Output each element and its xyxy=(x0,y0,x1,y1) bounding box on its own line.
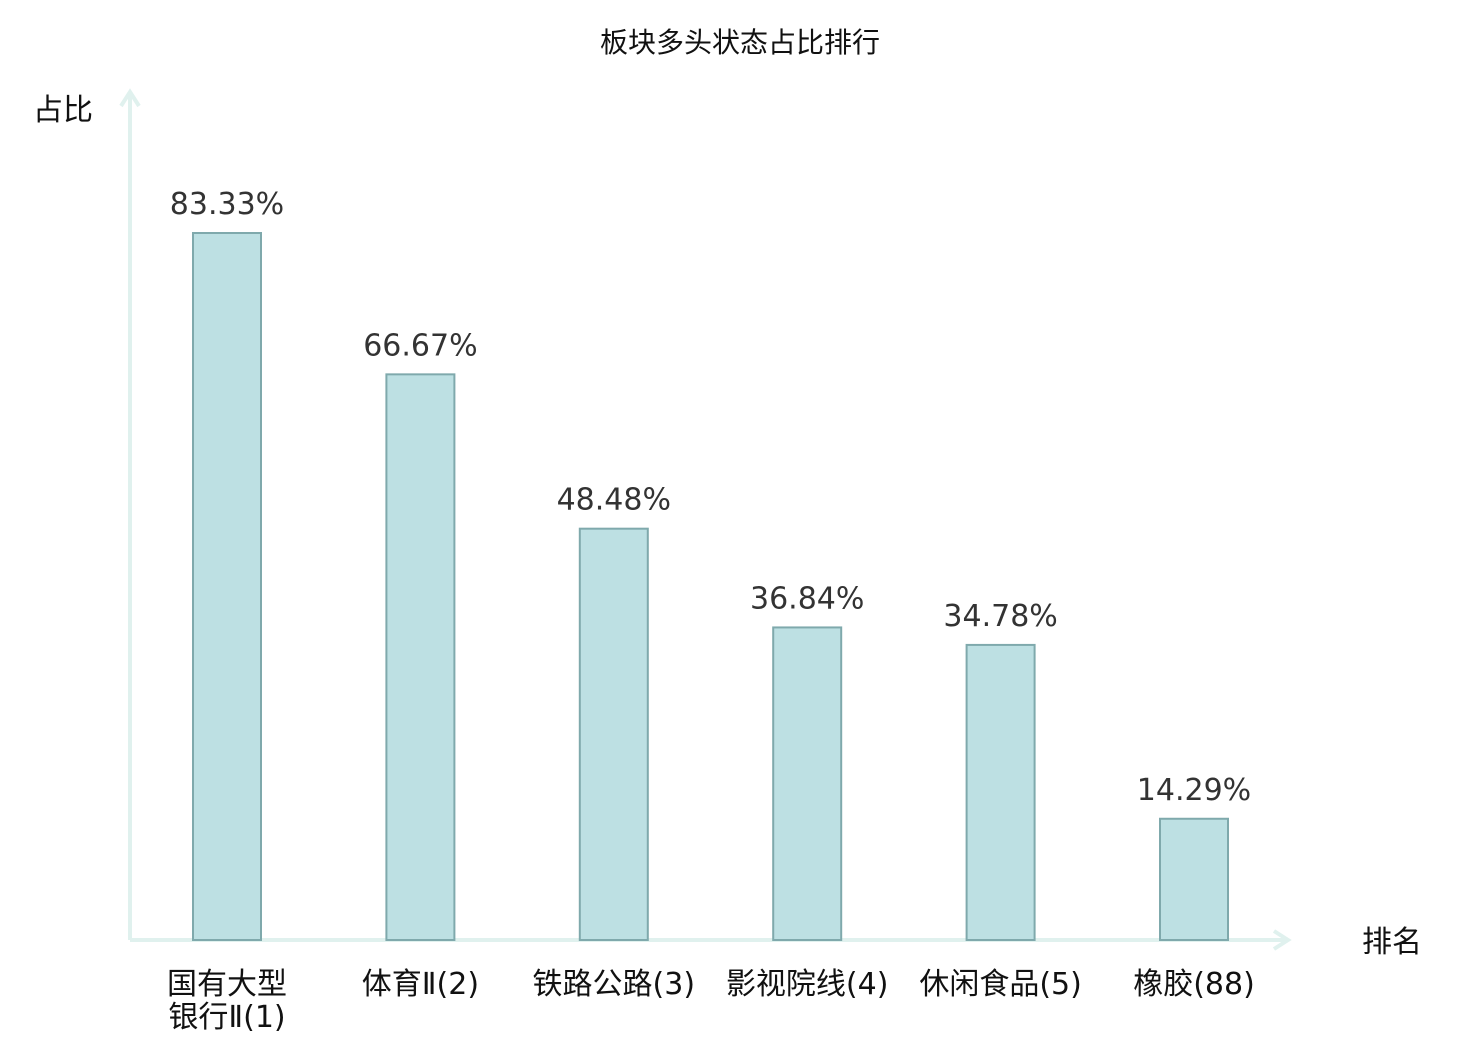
bars-group xyxy=(192,232,1229,941)
category-label-line: 橡胶(88) xyxy=(1133,967,1255,1002)
category-label-4: 影视院线(4) xyxy=(726,967,889,1002)
category-label-2: 体育Ⅱ(2) xyxy=(362,967,479,1002)
value-label-5: 34.78% xyxy=(943,599,1057,634)
x-axis-arrow xyxy=(1272,929,1292,951)
y-axis xyxy=(119,88,141,940)
bar-1 xyxy=(192,232,262,941)
category-label-line: 国有大型 xyxy=(167,967,287,1002)
x-axis-label: 排名 xyxy=(1362,925,1422,960)
category-label-6: 橡胶(88) xyxy=(1133,967,1255,1002)
bar-2 xyxy=(385,373,456,941)
bar-3 xyxy=(578,527,649,941)
chart-title: 板块多头状态占比排行 xyxy=(600,26,880,59)
category-label-5: 休闲食品(5) xyxy=(919,967,1082,1002)
value-label-2: 66.67% xyxy=(363,328,477,363)
category-labels-group: 国有大型银行Ⅱ(1) 体育Ⅱ(2) 铁路公路(3) 影视院线(4) 休闲食品(5) 橡胶(… xyxy=(167,967,1255,1035)
category-label-1: 国有大型银行Ⅱ(1) xyxy=(167,967,287,1035)
value-labels-group: 83.33% 66.67% 48.48% 36.84% 34.78% 14.29% xyxy=(170,187,1251,808)
value-label-4: 36.84% xyxy=(750,581,864,616)
category-label-3: 铁路公路(3) xyxy=(533,967,696,1002)
category-label-line: 体育Ⅱ(2) xyxy=(362,967,479,1002)
bar-5 xyxy=(965,643,1036,941)
x-axis xyxy=(130,929,1292,951)
bar-6 xyxy=(1159,817,1229,941)
category-label-line: 银行Ⅱ(1) xyxy=(168,1000,285,1035)
y-axis-label: 占比 xyxy=(33,93,93,128)
category-label-line: 影视院线(4) xyxy=(726,967,889,1002)
value-label-6: 14.29% xyxy=(1137,773,1251,808)
y-axis-arrow xyxy=(119,88,141,108)
value-label-3: 48.48% xyxy=(557,483,671,518)
bar-4 xyxy=(772,626,843,941)
category-label-line: 铁路公路(3) xyxy=(533,967,696,1002)
category-label-line: 休闲食品(5) xyxy=(919,967,1082,1002)
value-label-1: 83.33% xyxy=(170,187,284,222)
